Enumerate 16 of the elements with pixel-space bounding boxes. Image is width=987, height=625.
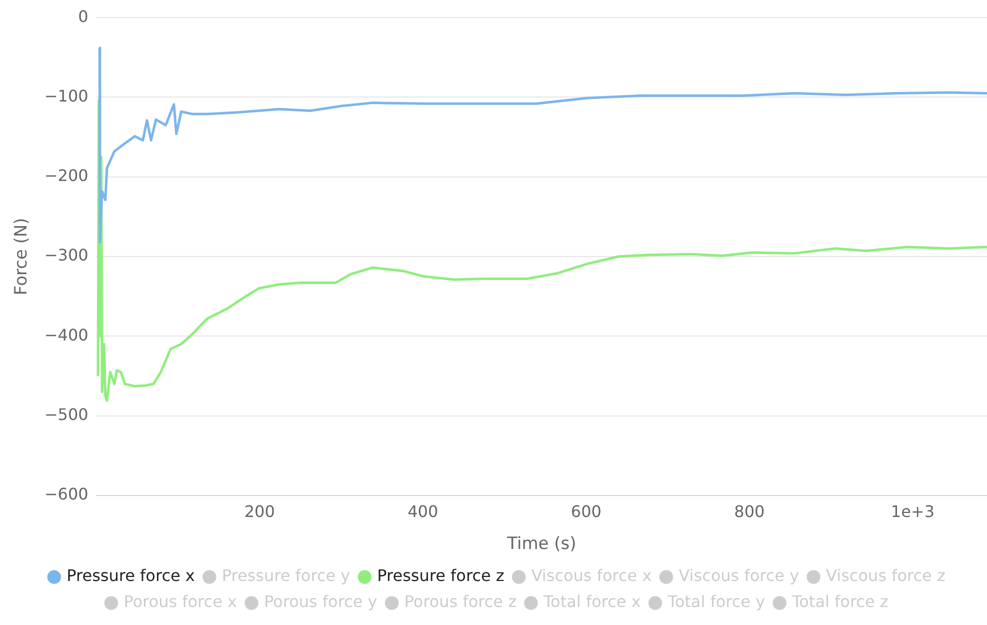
x-tick-label: 400 xyxy=(408,502,438,522)
y-tick-label: −500 xyxy=(44,404,88,424)
y-tick-label: −200 xyxy=(44,166,88,186)
x-tick-label: 1e+3 xyxy=(890,502,935,522)
legend-label: Pressure force z xyxy=(377,566,504,586)
x-tick-label: 200 xyxy=(244,502,275,522)
y-tick-label: −100 xyxy=(44,86,88,106)
x-tick-label: 600 xyxy=(570,502,602,522)
x-axis-title: Time (s) xyxy=(506,534,576,554)
y-tick-label: −400 xyxy=(44,325,88,344)
legend-label: Pressure force x xyxy=(66,566,195,586)
y-tick-label: −300 xyxy=(44,246,88,265)
y-tick-label: 0 xyxy=(78,6,88,26)
x-tick-label: 800 xyxy=(734,502,765,522)
y-tick-label: −600 xyxy=(44,484,88,504)
y-axis-title: Force (N) xyxy=(12,218,32,296)
